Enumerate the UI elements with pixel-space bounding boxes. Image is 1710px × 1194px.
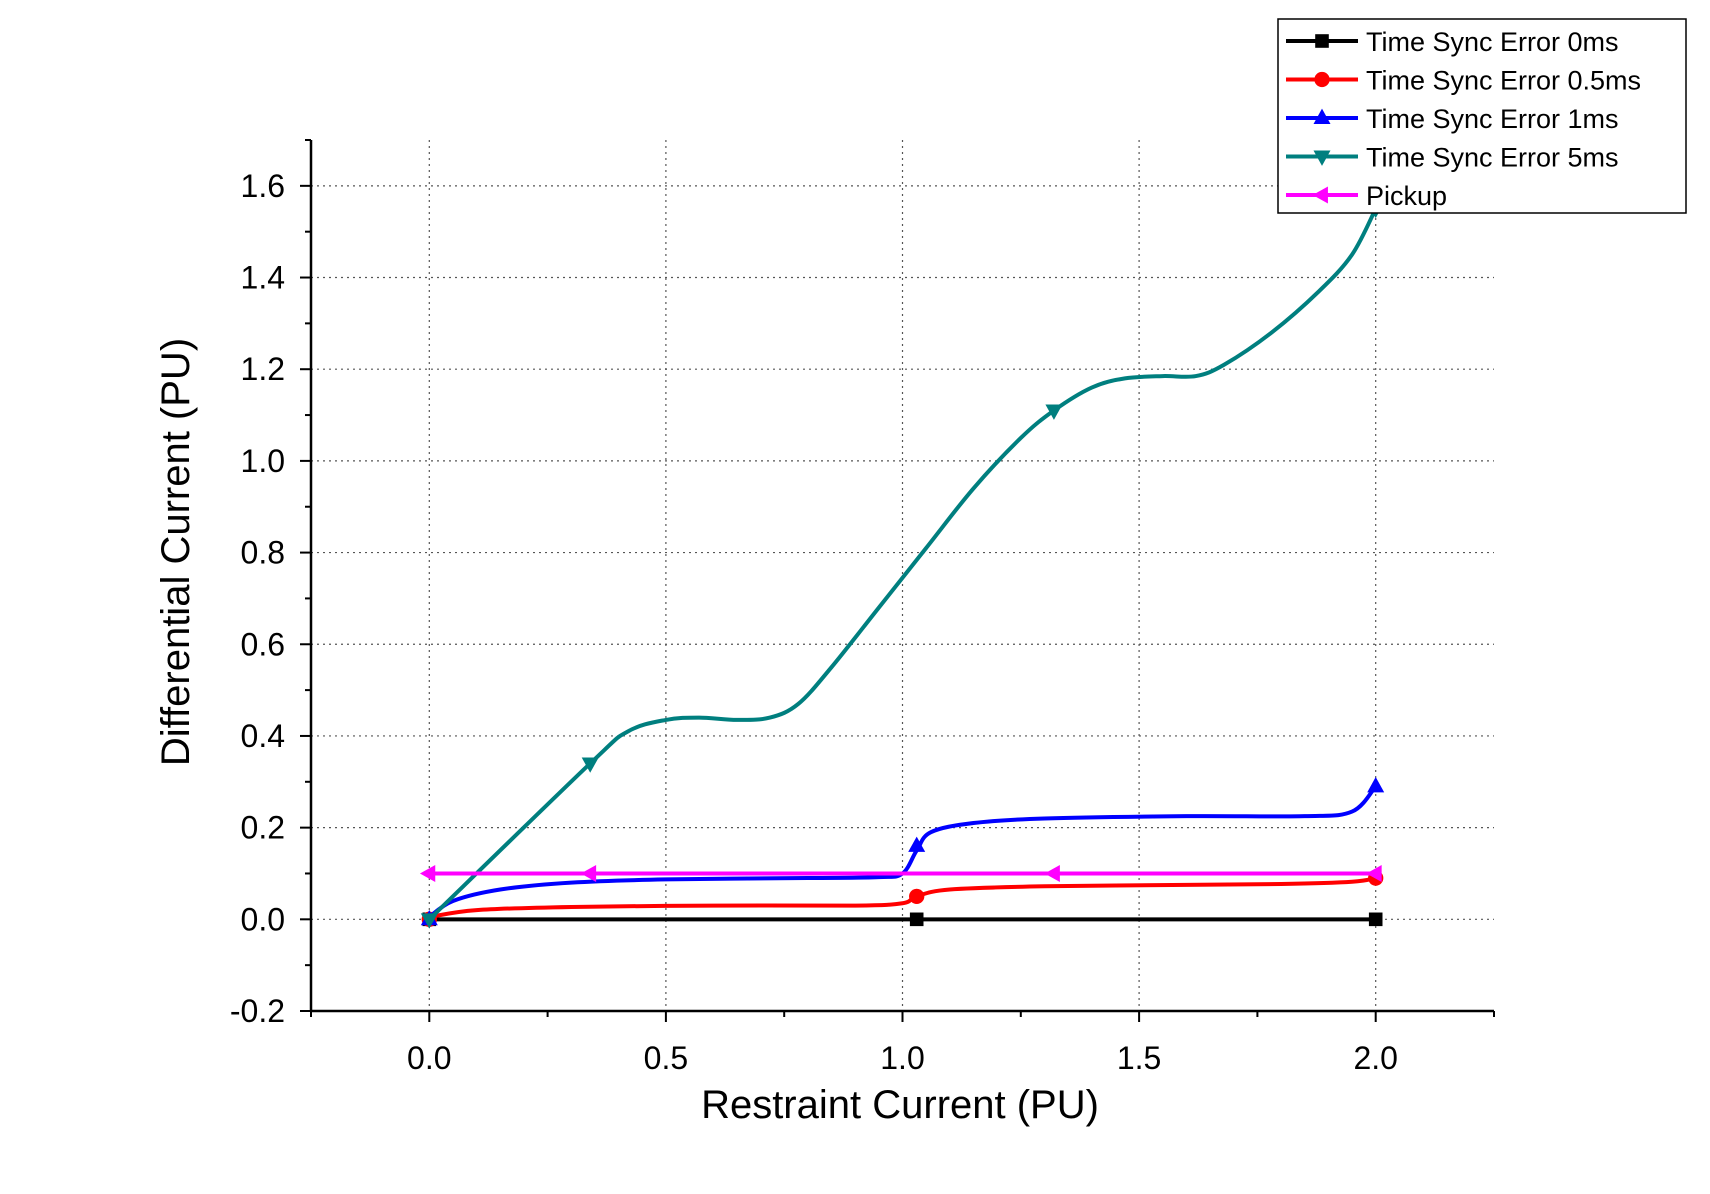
data-point [1045,404,1063,420]
legend-item: Time Sync Error 0ms [1286,27,1619,57]
y-tick-label: 1.0 [241,443,285,479]
legend-item: Time Sync Error 5ms [1286,143,1619,173]
x-tick-label: 1.5 [1117,1040,1161,1076]
data-point [581,757,599,773]
y-tick-label: 0.6 [241,626,285,662]
legend-item: Time Sync Error 0.5ms [1286,66,1641,96]
legend-marker [1312,186,1328,204]
y-tick-label: 1.4 [241,260,285,296]
data-point [420,913,438,929]
legend-marker [1314,71,1330,88]
series-4 [419,864,1382,882]
data-point [908,836,926,852]
legend-item: Pickup [1286,181,1447,211]
legend-label: Time Sync Error 0.5ms [1366,66,1641,96]
data-point [580,864,597,882]
data-point [1366,864,1382,882]
y-axis-title: Differential Current (PU) [154,338,198,766]
y-tick-label: 0.2 [241,810,285,846]
legend-label: Time Sync Error 5ms [1366,143,1619,173]
series-line [427,784,1378,920]
plot-series [419,202,1385,929]
x-tick-label: 0.0 [407,1040,451,1076]
data-point [1367,777,1385,793]
data-point [419,864,436,882]
legend-marker [1315,34,1329,48]
legend-label: Time Sync Error 1ms [1366,104,1619,134]
x-axis-title: Restraint Current (PU) [701,1083,1099,1127]
x-tick-label: 2.0 [1353,1040,1397,1076]
data-point [909,888,925,905]
legend-label: Time Sync Error 0ms [1366,27,1619,57]
legend: Time Sync Error 0ms Time Sync Error 0.5ms… [1277,18,1687,214]
y-tick-label: 1.6 [241,168,285,204]
data-point [909,912,924,927]
y-tick-label: 0.0 [241,901,285,937]
y-tick-label: 1.2 [241,351,285,387]
series-2 [420,777,1385,926]
data-point [1044,864,1060,882]
y-tick-label: 0.8 [241,535,285,571]
x-tick-label: 0.5 [644,1040,688,1076]
series-line [427,206,1378,922]
legend-marker [1313,150,1331,166]
legend-label: Pickup [1366,181,1447,211]
legend-item: Time Sync Error 1ms [1286,104,1619,134]
legend-marker [1313,108,1331,124]
y-tick-label: 0.4 [241,718,285,754]
axes: 0.0 0.5 1.0 1.5 2.0 -0.2 0.0 0.2 0.4 0.6 0.8 1.0 1.2… [230,139,1495,1076]
x-tick-label: 1.0 [880,1040,924,1076]
data-point [1368,912,1383,927]
y-tick-label: -0.2 [230,993,285,1029]
